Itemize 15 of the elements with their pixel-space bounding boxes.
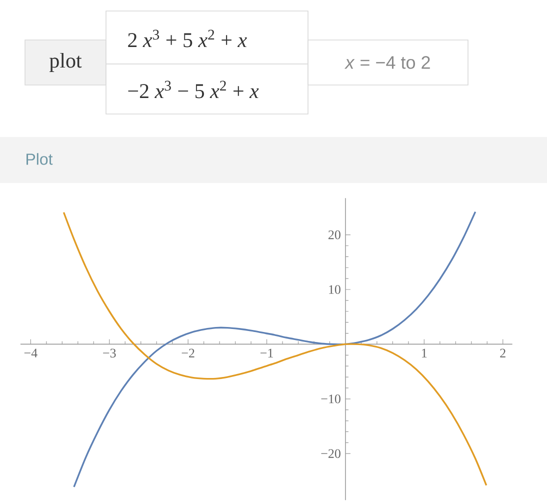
text: −2 x$^{3}$ − 5 x$^{2}$ + x [128, 80, 259, 98]
x-tick-label: 1 [422, 348, 427, 358]
y-tick-label: 20 [328, 230, 340, 240]
y-tick-label: 10 [329, 285, 340, 294]
y-tick-label: −10 [321, 394, 340, 404]
text: plot [50, 52, 82, 72]
text: x = −4 to 2 [344, 56, 430, 69]
y-tick-label: −20 [321, 449, 340, 458]
x-tick-label: −3 [103, 348, 116, 358]
x-tick-label: −2 [182, 348, 194, 358]
text: 2 x$^{3}$ + 5 x$^{2}$ + x [128, 30, 247, 48]
chart-title: Plot [26, 153, 53, 165]
x-tick-label: −1 [260, 348, 273, 358]
x-tick-label: 2 [500, 348, 506, 358]
x-tick-label: −4 [24, 348, 38, 358]
